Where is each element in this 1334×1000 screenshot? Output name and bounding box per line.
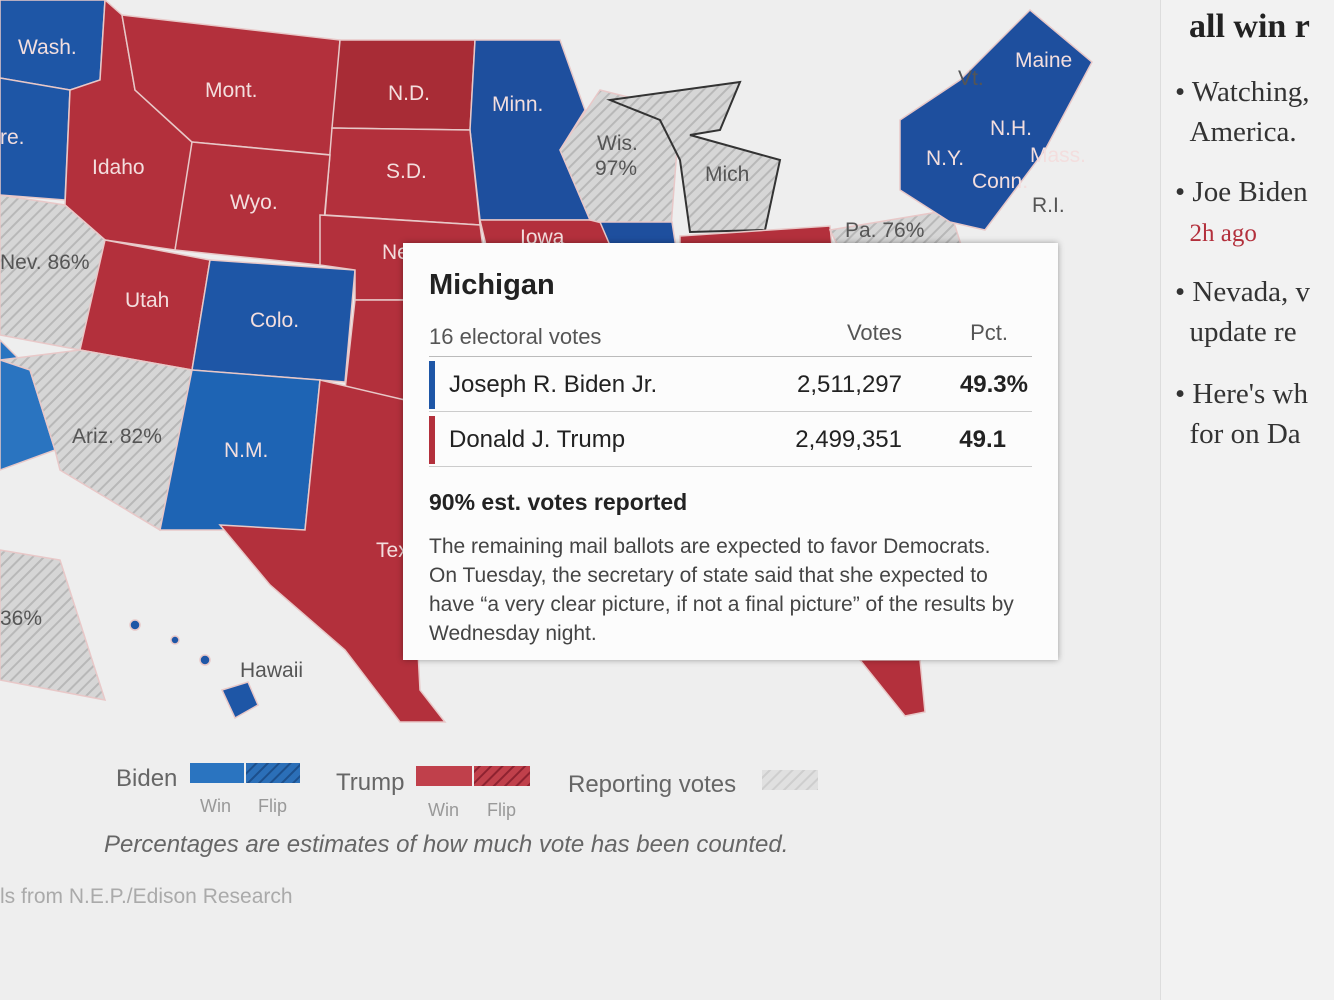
state-label: N.H. [990,117,1032,140]
state-label: Mass. [1030,144,1086,167]
candidate-row: Joseph R. Biden Jr. 2,511,297 49.3% [429,357,1032,412]
candidate-name: Joseph R. Biden Jr. [449,371,658,398]
column-header: Pct. [970,320,1008,345]
legend-swatch [474,766,530,786]
legend-sublabel: Win [428,800,459,820]
item-line: Joe Biden [1192,176,1308,208]
sidebar-item[interactable]: • Here's wh for on Da [1175,378,1308,450]
state-shape [469,39,592,221]
state-label: 36% [0,607,42,630]
state-label: R.I. [1032,194,1065,217]
legend-label: Reporting votes [568,771,736,798]
legend-sublabel: Win [200,796,231,816]
tooltip: Michigan 16 electoral votes Votes Pct. J… [403,243,1058,660]
state-label: S.D. [386,160,427,183]
state-label: Utah [125,289,169,312]
candidate-pct: 49.3% [959,371,1028,398]
item-line: update re [1189,316,1297,348]
state-label: Conn. [972,170,1028,193]
state-label: N.Y. [926,147,964,170]
sidebar-item[interactable]: • Watching, America. [1175,76,1310,148]
legend-label: Trump [336,769,404,796]
source: ls from N.E.P./Edison Research [0,885,293,908]
legend-sublabel: Flip [258,796,287,816]
item-line: Watching, [1191,76,1310,108]
item-time: 2h ago [1189,220,1257,247]
state-label: Wis. [597,132,638,155]
state-label: Minn. [492,93,543,116]
state-label: Maine [1015,49,1072,72]
legend-label: Biden [116,765,177,792]
candidate-name: Donald J. Trump [449,426,626,453]
state-shape [0,349,193,532]
sidebar-title: all win r [1189,8,1310,45]
sidebar-item[interactable]: • Nevada, v update re [1175,276,1310,348]
sidebar-item[interactable]: • Joe Biden 2h ago [1175,176,1308,247]
legend-sublabel: Flip [487,800,516,820]
state-shape [606,80,782,234]
candidate-votes: 2,499,351 [795,426,902,453]
state-label: Wyo. [230,191,278,214]
item-line: Here's wh [1192,378,1308,410]
state-shape [129,619,141,631]
election-map: Wash. Mont. N.D. Minn. re. Idaho S.D. Wi… [0,0,1093,908]
state-shape [191,259,356,383]
state-label: N.M. [224,439,268,462]
state-shape [220,681,259,720]
electoral-votes: 16 electoral votes [429,324,602,349]
tooltip-title: Michigan [429,269,555,301]
legend-swatch [190,763,244,783]
state-shape [559,89,681,241]
state-label: 97% [595,157,637,180]
tooltip-header: 16 electoral votes Votes Pct. [429,316,1032,357]
candidate-pct: 49.1 [959,426,1006,453]
reported: 90% est. votes reported [429,489,688,515]
state-shape [170,635,180,645]
state-label: Vt. [958,67,984,90]
state-shape [858,659,926,717]
state-label: Idaho [92,156,145,179]
state-shape [344,299,413,401]
legend-swatch [762,770,818,790]
state-label: Nev. 86% [0,251,90,274]
column-header: Votes [846,320,902,345]
item-line: America. [1189,116,1297,148]
state-shape [0,549,107,701]
state-label: Mont. [205,79,258,102]
state-label: Pa. 76% [845,219,924,242]
state-label: Wash. [18,36,77,59]
footnote: Percentages are estimates of how much vo… [104,831,788,858]
state-label: Hawaii [240,659,303,682]
sidebar: all win r • Watching, America. • Joe Bid… [1160,0,1334,1000]
state-label: N.D. [388,82,430,105]
state-label: Mich [705,163,749,186]
state-label: Tex [376,539,409,562]
legend-swatch [246,763,300,783]
tooltip-note: The remaining mail ballots are expected … [429,535,1014,645]
state-shape [899,8,1093,231]
state-shape [199,654,211,666]
state-label: Ariz. 82% [72,425,162,448]
item-line: for on Da [1189,418,1301,450]
candidate-row: Donald J. Trump 2,499,351 49.1 [429,412,1032,467]
party-bar [429,361,435,409]
candidate-votes: 2,511,297 [797,371,902,398]
state-label: Colo. [250,309,299,332]
party-bar [429,416,435,464]
legend-swatch [416,766,472,786]
item-line: Nevada, v [1192,276,1310,308]
state-label: re. [0,126,25,149]
